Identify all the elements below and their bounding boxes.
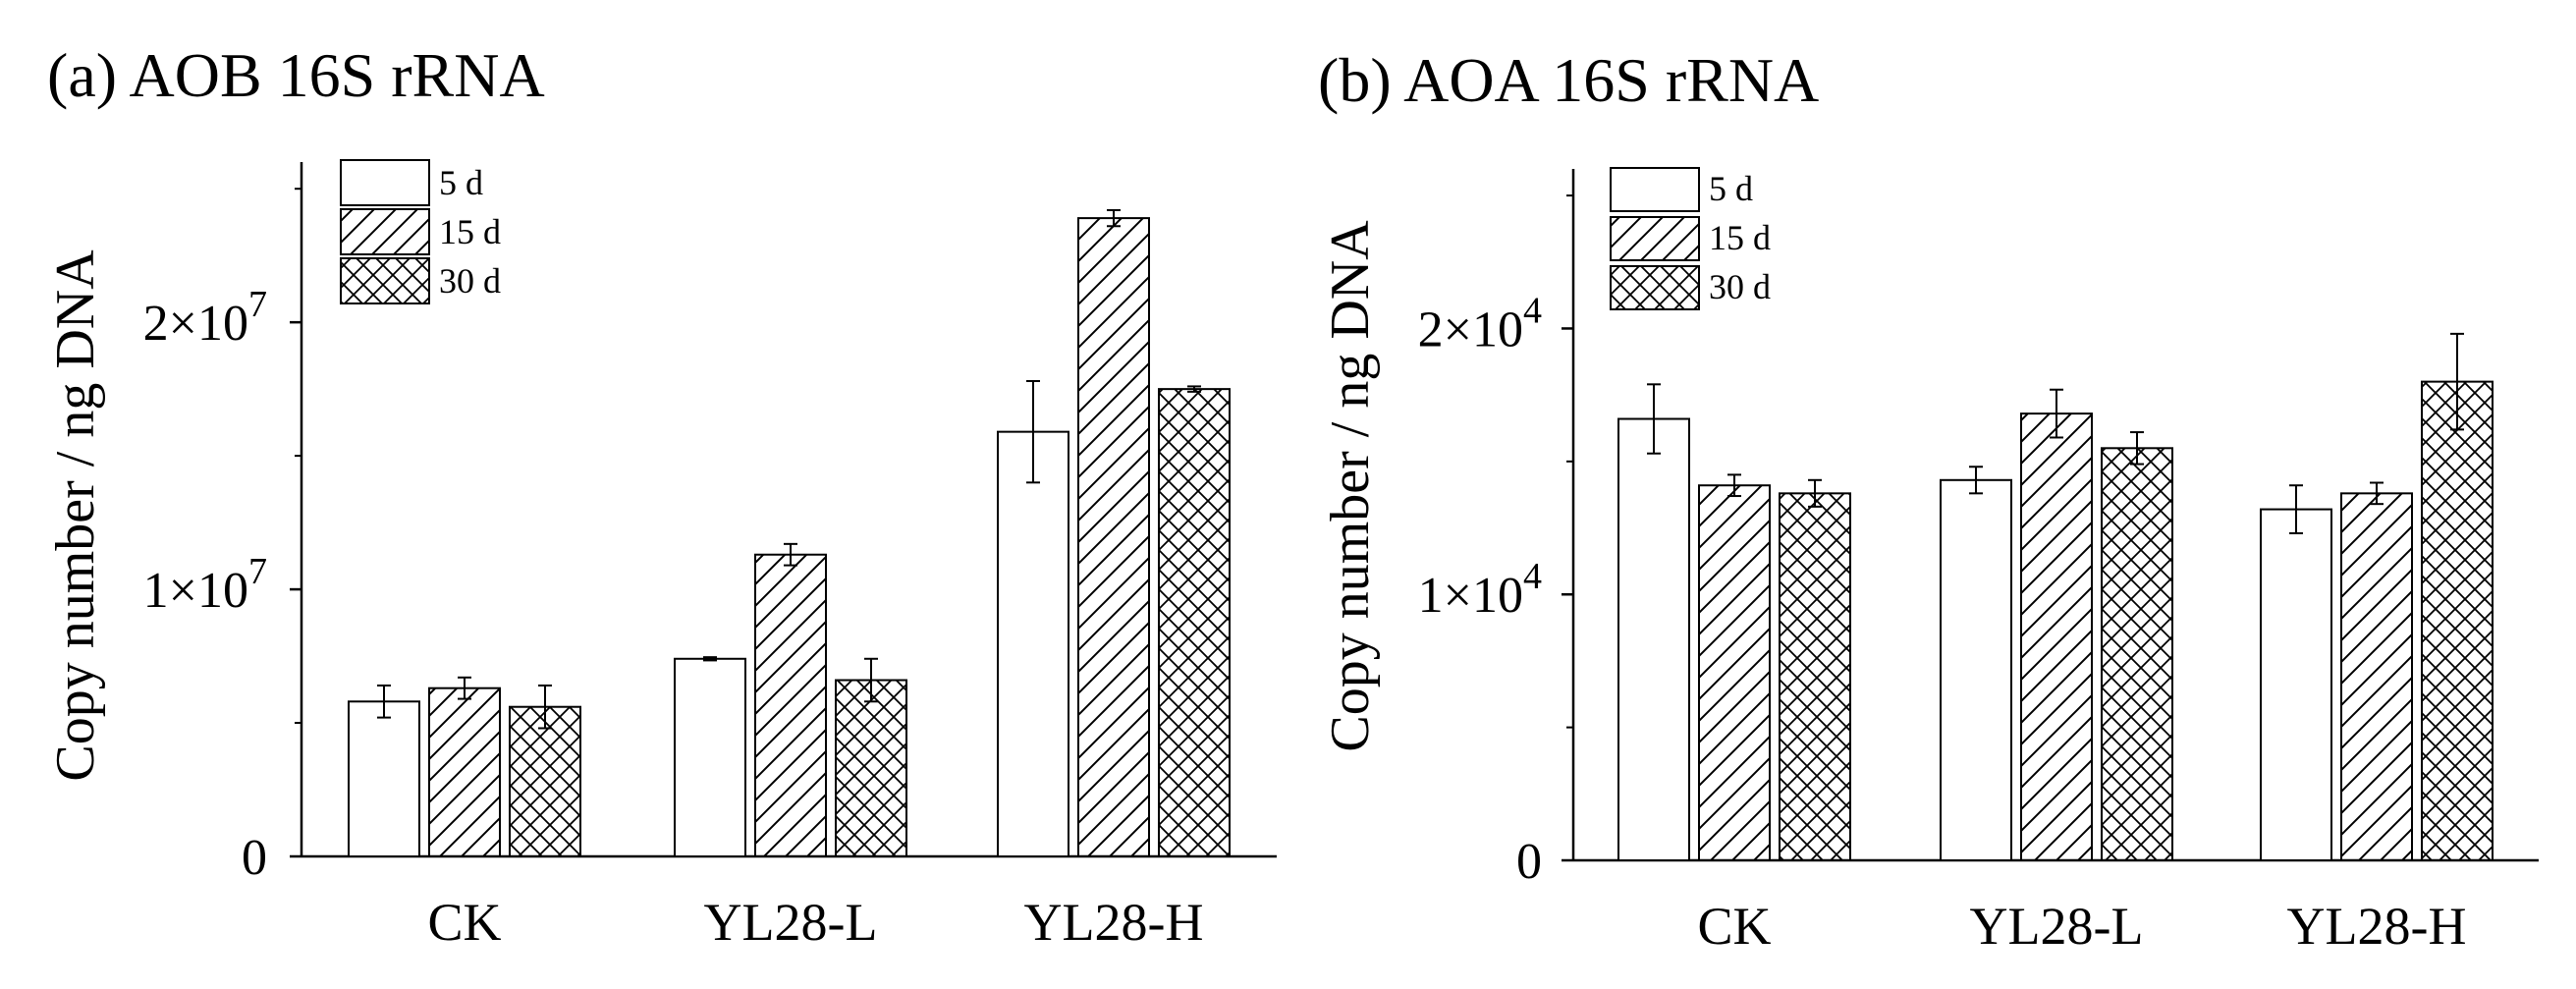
bar-yl28-l-30d — [2101, 447, 2173, 861]
y-tick-exponent: 7 — [248, 284, 267, 325]
y-tick-label: 0 — [242, 830, 267, 886]
bar-yl28-h-30d — [2421, 380, 2494, 861]
legend-swatch — [340, 257, 430, 304]
legend-label: 30 d — [439, 261, 501, 301]
bar-yl28-h-15d — [2340, 492, 2413, 861]
y-tick-label: 2×107 — [143, 284, 267, 352]
bar-yl28-l-5d — [1940, 478, 2012, 861]
bar-yl28-h-5d — [997, 430, 1069, 857]
bar-ck-15d — [1698, 484, 1771, 861]
chart-panel-b: (b) AOA 16S rRNA Copy number / ng DNA 0 1×1… — [1318, 45, 2539, 956]
bar-yl28-h-15d — [1077, 217, 1150, 858]
legend-label: 5 d — [439, 163, 483, 202]
y-tick-label: 1×107 — [143, 551, 267, 619]
bar-yl28-h-30d — [1158, 388, 1231, 857]
bar-ck-5d — [348, 700, 420, 857]
legend-label: 30 d — [1709, 267, 1771, 306]
x-category-label: CK — [427, 893, 501, 952]
x-category-label: YL28-H — [1024, 893, 1204, 952]
legend-label: 15 d — [439, 212, 501, 251]
legend-swatch — [1610, 167, 1700, 212]
bar-yl28-h-5d — [2260, 508, 2332, 861]
legend-swatch — [340, 159, 430, 206]
legend-swatch — [340, 208, 430, 255]
bar-yl28-l-5d — [674, 657, 746, 857]
legend-label: 5 d — [1709, 169, 1753, 208]
x-category-label: YL28-H — [2287, 897, 2467, 956]
legend-swatch — [1610, 265, 1700, 310]
y-tick-exponent: 4 — [1523, 290, 1542, 331]
chart-title: (a) AOB 16S rRNA — [47, 40, 545, 110]
bar-yl28-l-15d — [2020, 412, 2093, 861]
y-tick-label: 2×104 — [1418, 290, 1542, 357]
bar-ck-15d — [428, 687, 501, 858]
chart-title: (b) AOA 16S rRNA — [1318, 45, 1819, 115]
bar-yl28-l-30d — [835, 679, 907, 857]
bar-yl28-l-15d — [754, 553, 827, 857]
legend-swatch — [1610, 216, 1700, 261]
y-axis-label: Copy number / ng DNA — [45, 249, 106, 782]
bar-ck-5d — [1617, 417, 1690, 861]
legend-label: 15 d — [1709, 218, 1771, 257]
bar-ck-30d — [1779, 492, 1851, 861]
y-tick-exponent: 7 — [248, 551, 267, 592]
chart-panel-a: (a) AOB 16S rRNA Copy number / ng DNA 0 1×1… — [45, 40, 1277, 952]
x-category-label: CK — [1697, 897, 1771, 956]
y-tick-label: 1×104 — [1418, 556, 1542, 624]
x-category-label: YL28-L — [704, 893, 878, 952]
bar-ck-30d — [509, 705, 581, 857]
y-tick-label: 0 — [1516, 834, 1542, 890]
x-category-label: YL28-L — [1970, 897, 2144, 956]
y-axis-label: Copy number / ng DNA — [1320, 220, 1381, 752]
y-tick-exponent: 4 — [1523, 556, 1542, 597]
